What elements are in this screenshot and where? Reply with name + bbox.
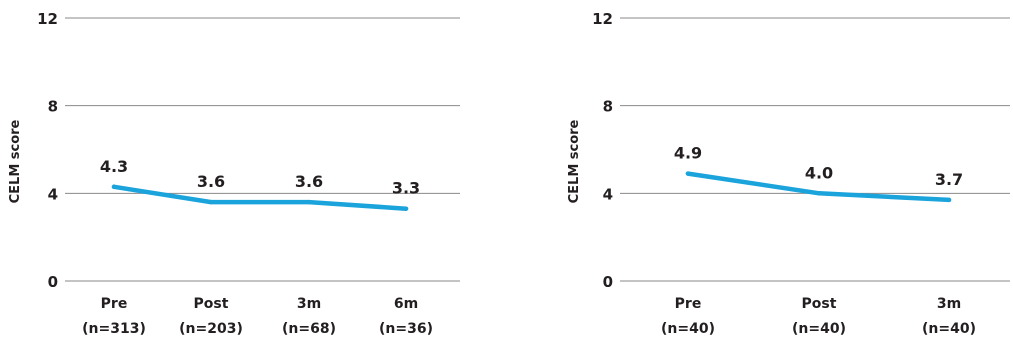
x-tick-label: Pre bbox=[675, 296, 702, 312]
data-label: 3.7 bbox=[935, 170, 963, 189]
x-tick-label: 6m bbox=[394, 296, 418, 312]
series-line bbox=[111, 184, 409, 211]
x-tick-label: 3m bbox=[297, 296, 321, 312]
x-tick-sample-size: (n=36) bbox=[379, 321, 433, 337]
y-axis-label: CELM score bbox=[8, 119, 23, 203]
chart-panel-2: 0 4 8 12 CELM score Pre (n=40) Post (n=40) 3m (n=4… bbox=[567, 10, 1010, 337]
x-tick-sample-size: (n=313) bbox=[82, 321, 146, 337]
x-tick-sample-size: (n=40) bbox=[661, 321, 715, 337]
y-tick-label: 0 bbox=[603, 273, 613, 291]
data-label: 4.3 bbox=[100, 157, 128, 176]
y-tick-label: 4 bbox=[48, 185, 58, 203]
data-point bbox=[403, 206, 409, 211]
data-label: 3.3 bbox=[392, 179, 420, 198]
data-point bbox=[306, 199, 312, 205]
data-point bbox=[946, 197, 952, 203]
data-label: 4.9 bbox=[674, 144, 702, 163]
data-point bbox=[111, 184, 117, 189]
x-tick-sample-size: (n=68) bbox=[282, 321, 336, 337]
x-tick-sample-size: (n=40) bbox=[792, 321, 846, 337]
x-tick-sample-size: (n=203) bbox=[179, 321, 243, 337]
y-tick-label: 4 bbox=[603, 185, 613, 203]
y-tick-label: 8 bbox=[48, 98, 58, 116]
chart-panel-1: 0 4 8 12 CELM score Pre (n=313) Post (n=203) 3m (n… bbox=[8, 10, 460, 337]
data-label: 3.6 bbox=[295, 172, 323, 191]
y-tick-label: 0 bbox=[48, 273, 58, 291]
y-tick-label: 12 bbox=[592, 10, 613, 28]
x-tick-label: Post bbox=[802, 296, 837, 312]
y-axis-label: CELM score bbox=[567, 119, 582, 203]
data-label: 3.6 bbox=[197, 172, 225, 191]
x-tick-sample-size: (n=40) bbox=[922, 321, 976, 337]
x-tick-label: 3m bbox=[937, 296, 961, 312]
x-tick-label: Post bbox=[194, 296, 229, 312]
data-point bbox=[685, 171, 691, 176]
x-tick-label: Pre bbox=[101, 296, 128, 312]
y-tick-label: 12 bbox=[37, 10, 58, 28]
data-label: 4.0 bbox=[805, 163, 833, 182]
data-point bbox=[208, 199, 214, 205]
y-tick-label: 8 bbox=[603, 98, 613, 116]
data-point bbox=[816, 191, 822, 196]
